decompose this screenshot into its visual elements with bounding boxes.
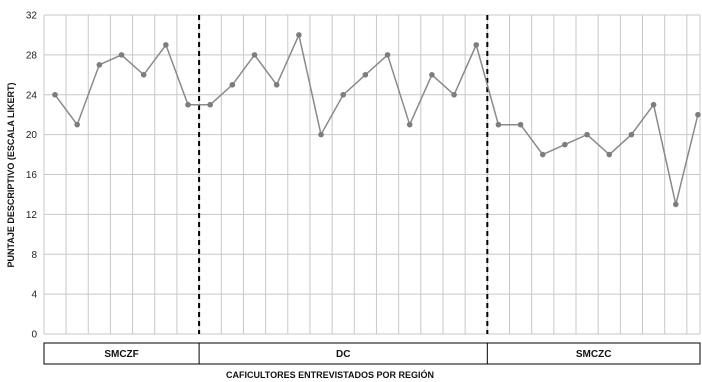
data-point (251, 52, 258, 58)
data-point (473, 42, 480, 48)
y-axis-title: PUNTAJE DESCRIPTIVO (ESCALA LIKERT) (6, 82, 16, 267)
data-point (695, 111, 701, 118)
data-point (650, 101, 657, 108)
y-tick-label: 24 (26, 90, 38, 101)
y-tick-label: 12 (26, 210, 38, 221)
y-tick-label: 20 (26, 130, 38, 141)
region-bar (43, 342, 701, 365)
y-tick-label: 28 (26, 50, 38, 61)
y-tick-label: 4 (31, 290, 37, 301)
data-point (163, 42, 169, 48)
data-point (273, 81, 280, 88)
data-point (517, 121, 524, 128)
data-point (384, 52, 391, 58)
data-point (52, 91, 58, 98)
series-line (54, 32, 699, 205)
data-point (207, 101, 213, 108)
data-point (495, 121, 502, 128)
data-point (429, 72, 435, 78)
data-point (296, 32, 302, 38)
data-point (185, 101, 191, 108)
data-point (74, 121, 80, 128)
data-points (52, 32, 701, 208)
y-tick-label: 32 (26, 11, 38, 22)
y-axis-ticks: 0 4 8 12 16 20 24 28 32 (26, 11, 38, 341)
data-point (539, 151, 546, 158)
data-point (672, 201, 679, 208)
grid-lines (43, 14, 701, 335)
region-label: SMCZF (104, 349, 138, 360)
data-point (318, 131, 324, 138)
x-axis-title: CAFICULTORES ENTREVISTADOS POR REGIÓN (226, 369, 434, 380)
data-point (140, 72, 147, 78)
region-label: DC (336, 349, 350, 360)
region-label-bar: SMCZF DC SMCZC (43, 342, 701, 365)
data-point (451, 91, 457, 98)
data-point (584, 131, 590, 138)
y-tick-label: 0 (31, 330, 37, 341)
data-point (118, 52, 125, 58)
data-point (606, 151, 613, 158)
series-line-layer (54, 32, 699, 205)
data-point (96, 62, 103, 68)
data-point (229, 81, 236, 88)
region-label: SMCZC (576, 349, 612, 360)
data-point (362, 72, 369, 78)
y-tick-label: 16 (26, 170, 38, 181)
region-dividers (198, 15, 489, 334)
data-point (628, 131, 635, 138)
data-point (340, 91, 347, 98)
data-point (562, 141, 568, 148)
y-tick-label: 8 (31, 250, 37, 261)
data-point (406, 121, 413, 128)
